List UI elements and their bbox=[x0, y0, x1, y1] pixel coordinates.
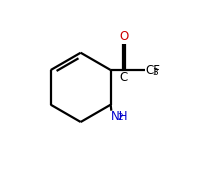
Text: 3: 3 bbox=[152, 67, 158, 76]
Text: 2: 2 bbox=[117, 113, 123, 122]
Text: C: C bbox=[120, 71, 128, 84]
Text: O: O bbox=[119, 30, 129, 43]
Text: CF: CF bbox=[145, 63, 160, 76]
Text: NH: NH bbox=[111, 110, 129, 122]
